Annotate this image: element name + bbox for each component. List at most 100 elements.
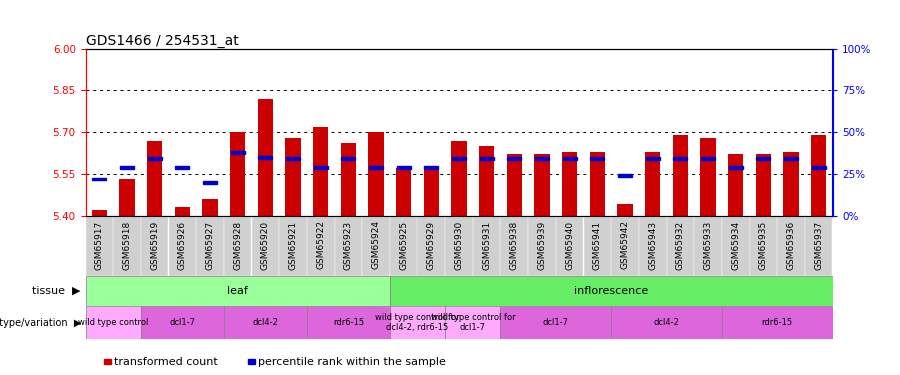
Bar: [756, 154, 771, 216]
Bar: [307, 216, 335, 276]
Text: wild type control for
dcl4-2, rdr6-15: wild type control for dcl4-2, rdr6-15: [375, 313, 460, 332]
Text: GSM65919: GSM65919: [150, 220, 159, 270]
Bar: [562, 158, 577, 160]
Bar: [258, 156, 272, 159]
Text: dcl4-2: dcl4-2: [653, 318, 680, 327]
Bar: [196, 216, 224, 276]
Text: wild type control: wild type control: [78, 318, 148, 327]
Bar: [86, 216, 113, 276]
Bar: [113, 216, 140, 276]
Text: wild type control for
dcl1-7: wild type control for dcl1-7: [430, 313, 515, 332]
Bar: [120, 180, 135, 216]
Bar: [86, 276, 390, 306]
Bar: [285, 138, 301, 216]
Bar: [784, 158, 798, 160]
Bar: [556, 216, 583, 276]
Bar: [590, 158, 604, 160]
Text: GSM65938: GSM65938: [509, 220, 518, 270]
Bar: [452, 158, 466, 160]
Bar: [694, 216, 722, 276]
Text: GSM65920: GSM65920: [261, 220, 270, 270]
Bar: [147, 141, 162, 216]
Bar: [120, 166, 134, 169]
Bar: [722, 306, 833, 339]
Bar: [805, 216, 832, 276]
Text: GSM65931: GSM65931: [482, 220, 491, 270]
Bar: [286, 158, 300, 160]
Bar: [230, 151, 245, 154]
Text: GSM65934: GSM65934: [731, 220, 740, 270]
Bar: [700, 138, 716, 216]
Bar: [203, 181, 217, 184]
Bar: [756, 158, 770, 160]
Bar: [536, 158, 549, 160]
Bar: [667, 216, 694, 276]
Text: GSM65926: GSM65926: [178, 220, 187, 270]
Bar: [341, 158, 356, 160]
Bar: [397, 166, 410, 169]
Text: GSM65930: GSM65930: [454, 220, 464, 270]
Bar: [279, 216, 307, 276]
Text: GSM65925: GSM65925: [400, 220, 409, 270]
Text: GSM65933: GSM65933: [704, 220, 713, 270]
Bar: [251, 216, 279, 276]
Text: GSM65928: GSM65928: [233, 220, 242, 270]
Bar: [750, 216, 778, 276]
Text: dcl1-7: dcl1-7: [169, 318, 195, 327]
Bar: [424, 168, 439, 216]
Bar: [611, 306, 722, 339]
Text: GSM65927: GSM65927: [205, 220, 214, 270]
Bar: [811, 135, 826, 216]
Bar: [728, 154, 743, 216]
Text: GSM65942: GSM65942: [620, 220, 629, 269]
Bar: [617, 204, 633, 216]
Bar: [611, 216, 639, 276]
Bar: [140, 216, 168, 276]
Bar: [446, 306, 500, 339]
Bar: [500, 216, 528, 276]
Bar: [783, 152, 798, 216]
Text: GSM65917: GSM65917: [94, 220, 104, 270]
Text: transformed count: transformed count: [114, 357, 218, 367]
Bar: [562, 152, 577, 216]
Text: GSM65940: GSM65940: [565, 220, 574, 270]
Text: inflorescence: inflorescence: [574, 286, 648, 296]
Bar: [390, 306, 446, 339]
Bar: [314, 166, 328, 169]
Bar: [446, 216, 472, 276]
Bar: [590, 152, 605, 216]
Text: GSM65923: GSM65923: [344, 220, 353, 270]
Bar: [508, 158, 521, 160]
Bar: [528, 216, 556, 276]
Bar: [368, 132, 383, 216]
Bar: [92, 210, 107, 216]
Bar: [390, 216, 418, 276]
Text: GSM65941: GSM65941: [593, 220, 602, 270]
Bar: [701, 158, 715, 160]
Bar: [257, 99, 273, 216]
Bar: [778, 216, 805, 276]
Bar: [224, 216, 251, 276]
Text: rdr6-15: rdr6-15: [333, 318, 364, 327]
Text: GSM65924: GSM65924: [372, 220, 381, 269]
Bar: [673, 158, 688, 160]
Bar: [479, 146, 494, 216]
Text: dcl4-2: dcl4-2: [252, 318, 278, 327]
Text: leaf: leaf: [227, 286, 248, 296]
Text: tissue  ▶: tissue ▶: [32, 286, 81, 296]
Bar: [535, 154, 550, 216]
Bar: [472, 216, 500, 276]
Bar: [313, 127, 328, 216]
Text: GDS1466 / 254531_at: GDS1466 / 254531_at: [86, 34, 238, 48]
Bar: [307, 306, 390, 339]
Bar: [645, 158, 660, 160]
Bar: [175, 207, 190, 216]
Bar: [722, 216, 750, 276]
Text: GSM65922: GSM65922: [316, 220, 325, 269]
Bar: [176, 166, 189, 169]
Bar: [341, 143, 356, 216]
Bar: [500, 306, 611, 339]
Text: rdr6-15: rdr6-15: [761, 318, 793, 327]
Bar: [140, 306, 224, 339]
Bar: [168, 216, 196, 276]
